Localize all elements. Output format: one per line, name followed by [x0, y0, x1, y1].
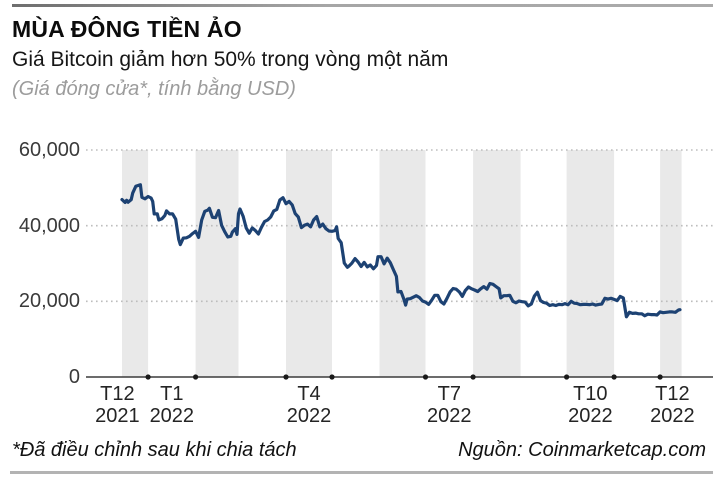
top-divider-rule	[12, 4, 713, 7]
axis-tick-dot	[145, 374, 151, 380]
axis-tick-dot	[283, 374, 289, 380]
axis-tick-dot	[422, 374, 429, 380]
x-tick-month: T7	[437, 383, 461, 405]
x-tick-month: T12	[100, 383, 135, 405]
x-tick-month: T10	[573, 383, 608, 405]
x-tick-label: T4 2022	[267, 383, 351, 427]
x-tick-year: 2022	[149, 405, 195, 427]
chart-kicker-title: MÙA ĐÔNG TIỀN ẢO	[12, 16, 242, 42]
x-tick-year: 2021	[95, 405, 140, 427]
footnote: *Đã điều chỉnh sau khi chia tách	[12, 439, 297, 461]
x-tick-month: T12	[655, 383, 690, 405]
month-shading-band	[660, 150, 682, 377]
axis-tick-dot	[657, 374, 663, 380]
x-tick-label: T12 2021	[75, 383, 159, 427]
axis-tick-dot	[564, 374, 570, 380]
y-tick-label: 20,000	[18, 290, 80, 313]
x-tick-label: T10 2022	[548, 383, 632, 427]
source-credit: Nguồn: Coinmarketcap.com	[458, 439, 706, 461]
axis-tick-dot	[611, 374, 617, 380]
y-tick-label: 0	[68, 366, 80, 388]
month-shading-band	[473, 150, 521, 377]
month-shading-band	[566, 150, 615, 377]
bottom-divider-rule	[10, 471, 713, 474]
x-tick-label: T1 2022	[130, 383, 214, 427]
axis-tick-dot	[329, 374, 335, 380]
month-shading-band	[286, 150, 332, 377]
x-tick-year: 2022	[568, 405, 613, 427]
axis-tick-dot	[470, 374, 476, 380]
chart-unit-caption: (Giá đóng cửa*, tính bằng USD)	[12, 78, 296, 100]
month-shading-band	[379, 150, 426, 377]
chart-subtitle: Giá Bitcoin giảm hơn 50% trong vòng một …	[12, 48, 449, 71]
month-shading-band	[195, 150, 239, 377]
price-line	[120, 183, 682, 319]
axis-tick-dot	[193, 374, 199, 380]
x-tick-year: 2022	[286, 405, 332, 427]
x-tick-year: 2022	[650, 405, 695, 427]
x-tick-month: T4	[297, 383, 321, 405]
y-tick-label: 60,000	[18, 138, 80, 161]
y-tick-label: 40,000	[18, 214, 80, 237]
month-shading-band	[122, 150, 149, 377]
x-tick-label: T7 2022	[407, 383, 491, 427]
x-tick-label: T12 2022	[630, 383, 714, 427]
x-tick-year: 2022	[427, 405, 472, 427]
x-tick-month: T1	[160, 383, 184, 405]
